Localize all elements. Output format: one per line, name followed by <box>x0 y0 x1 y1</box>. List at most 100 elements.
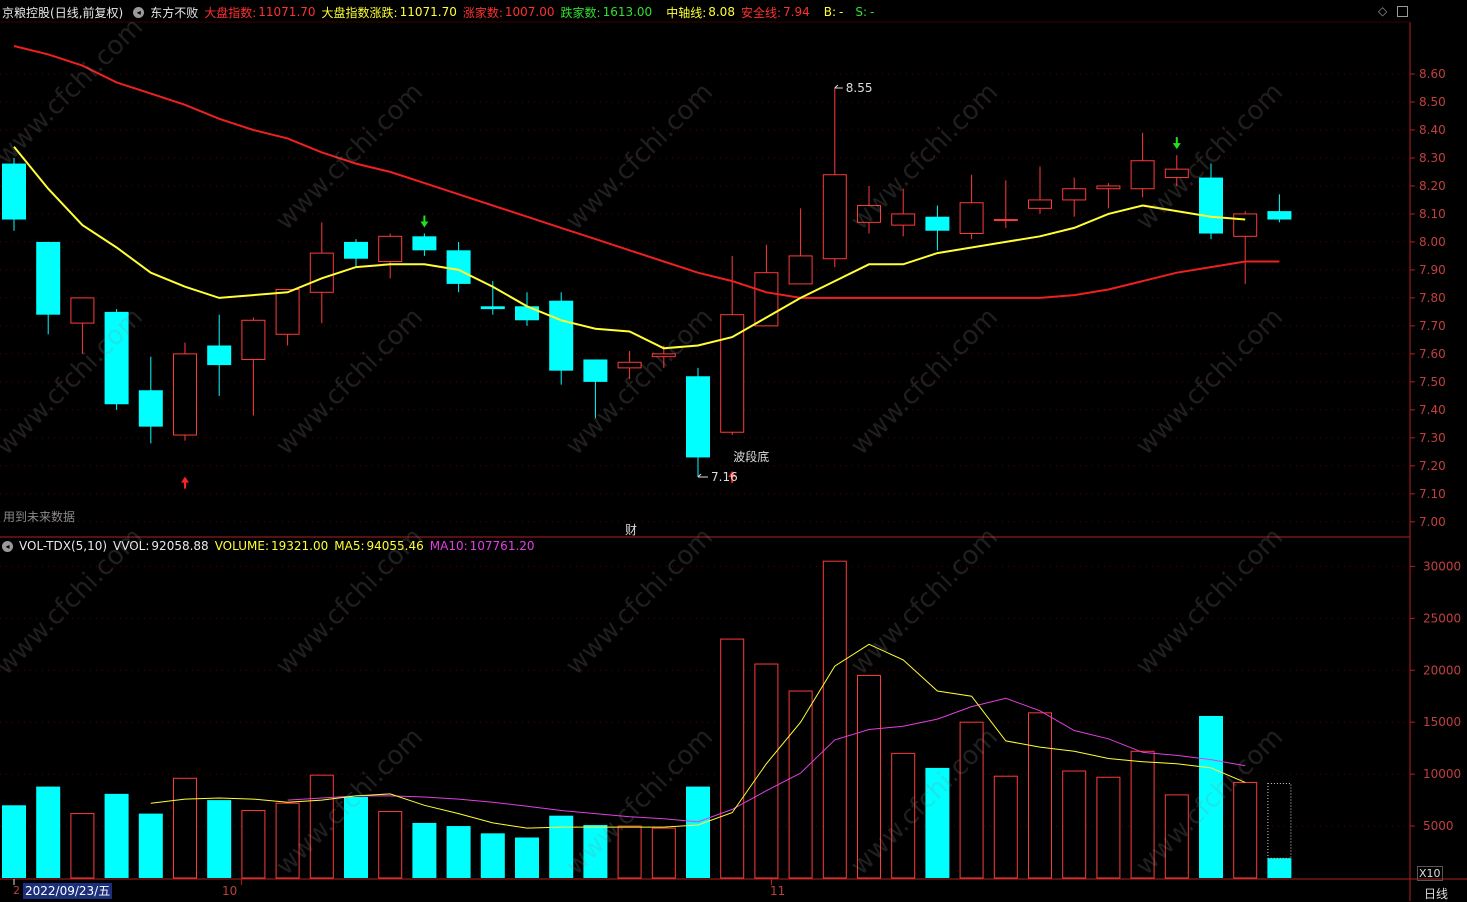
volume-bar-up <box>70 813 95 879</box>
date-cursor-badge: 2022/09/23/五 <box>23 883 113 899</box>
vvol-label: VVOL: <box>113 539 150 553</box>
candle-body-up <box>173 353 197 436</box>
diamond-icon[interactable]: ◇ <box>1378 4 1388 18</box>
volume-bar-down <box>207 800 232 878</box>
candle-body-down <box>138 390 163 427</box>
volume-bar-down <box>515 837 539 878</box>
volume-bar-down <box>583 825 608 878</box>
safety-line-label: 安全线: <box>740 5 781 20</box>
volume-bar-up <box>378 811 403 879</box>
month-label-11: 11 <box>770 884 786 898</box>
volume-bar-up <box>993 775 1018 879</box>
volume-tick-label: 5000 <box>1423 819 1454 833</box>
mid-axis-value: 8.08 <box>708 5 735 19</box>
volume-panel-header: ◂ VOL-TDX(5,10) VVOL: 92058.88 VOLUME: 1… <box>2 535 541 557</box>
month-label-9: 2 <box>13 884 20 897</box>
candle-body-down <box>583 359 608 382</box>
volume-bar-up <box>1130 750 1155 879</box>
candle-body-up <box>1164 168 1189 179</box>
candle-body-up <box>1096 185 1121 190</box>
candle-body-up <box>651 353 676 358</box>
candle-body-down <box>549 300 574 371</box>
price-tick-label: 8.20 <box>1419 179 1446 193</box>
b-signal-value: - <box>839 5 844 19</box>
falling-count-label: 跌家数: <box>560 5 601 20</box>
candle-body-down <box>1199 177 1223 234</box>
volume-label: VOLUME: <box>214 539 269 553</box>
safety-line-value: 7.94 <box>783 5 810 19</box>
volume-bar-up <box>1233 781 1258 879</box>
indicator-name[interactable]: 东方不败 <box>150 5 199 20</box>
period-tab[interactable]: 日线 <box>1424 887 1449 901</box>
price-panel-header: 京粮控股 (日线,前复权) ◂ 东方不败 大盘指数: 11071.70 大盘指数… <box>2 1 880 23</box>
volume-bar-down <box>549 815 574 878</box>
volume-indicator-name[interactable]: VOL-TDX(5,10) <box>19 539 108 553</box>
candle-body-down <box>446 250 471 284</box>
volume-scale-badge[interactable]: X10 <box>1417 866 1443 881</box>
ma-long-line <box>13 45 1280 299</box>
buy-arrow-icon <box>728 471 737 484</box>
indicator-menu-icon[interactable]: ◂ <box>2 540 13 552</box>
ma5-value: 94055.46 <box>366 539 424 553</box>
volume-bar-up <box>1062 770 1087 879</box>
candle-body-up <box>1130 160 1155 190</box>
ma-short-line <box>13 146 1246 350</box>
volume-bar-down <box>1267 858 1292 878</box>
candle-body-up <box>822 174 847 260</box>
candle-body-down <box>2 163 26 220</box>
candles <box>2 87 1292 478</box>
candle-body-up <box>378 235 403 263</box>
volume-bar-up <box>309 774 334 879</box>
volume-bar-down <box>412 822 437 878</box>
candle-body-up <box>857 205 881 223</box>
market-index-change-label: 大盘指数涨跌: <box>321 5 398 20</box>
volume-bar-down <box>686 786 710 878</box>
falling-count-value: 1613.00 <box>602 5 653 19</box>
period-label: (日线,前复权) <box>50 5 124 20</box>
candle-body-up <box>1028 199 1052 209</box>
volume-bar-up <box>275 802 300 879</box>
volume-bar-up <box>754 663 779 879</box>
mid-axis-label: 中轴线: <box>666 5 707 20</box>
candle-body-down <box>686 376 710 458</box>
candle-body-up <box>241 319 266 360</box>
volume-bar-up <box>241 809 266 879</box>
volume-bar-down <box>36 786 61 878</box>
stock-name[interactable]: 京粮控股 <box>2 5 51 20</box>
candle-body-up <box>959 202 984 235</box>
buy-arrow-icon <box>181 476 189 489</box>
high-marker <box>834 84 843 89</box>
candle-body-down <box>344 241 368 259</box>
price-tick-label: 8.50 <box>1419 95 1446 109</box>
volume-bar-down <box>138 813 163 878</box>
sell-arrow-icon <box>420 215 429 228</box>
ma5-label: MA5: <box>334 539 365 553</box>
indicator-menu-icon[interactable]: ◂ <box>133 6 145 18</box>
market-index-change-value: 11071.70 <box>399 5 457 19</box>
volume-grid: 30000 25000 20000 15000 10000 5000 <box>0 559 1461 833</box>
volume-tick-label: 30000 <box>1423 559 1461 573</box>
volume-bar-up <box>788 690 813 879</box>
market-index-value: 11071.70 <box>258 5 316 19</box>
volume-bar-up <box>1096 776 1121 879</box>
maximize-icon[interactable] <box>1397 6 1408 17</box>
volume-bar-down <box>344 796 368 878</box>
volume-bar-down <box>2 805 26 878</box>
volume-bar-up <box>720 638 745 879</box>
price-tick-label: 8.00 <box>1419 235 1446 249</box>
volume-bar-down <box>925 767 950 878</box>
finance-marker[interactable]: 财 <box>625 523 638 537</box>
price-tick-label: 7.90 <box>1419 263 1446 277</box>
ma10-label: MA10: <box>429 539 468 553</box>
rising-count-value: 1007.00 <box>504 5 555 19</box>
candle-body-up <box>275 289 300 335</box>
volume-bar-up <box>959 721 984 879</box>
vvol-value: 92058.88 <box>151 539 209 553</box>
volume-bar-up <box>891 752 916 879</box>
candle-body-up <box>617 361 642 369</box>
low-label: 7.16 <box>711 470 738 484</box>
volume-bar-down <box>1199 715 1223 878</box>
candle-body-down <box>515 306 539 321</box>
volume-bar-up <box>857 674 881 879</box>
